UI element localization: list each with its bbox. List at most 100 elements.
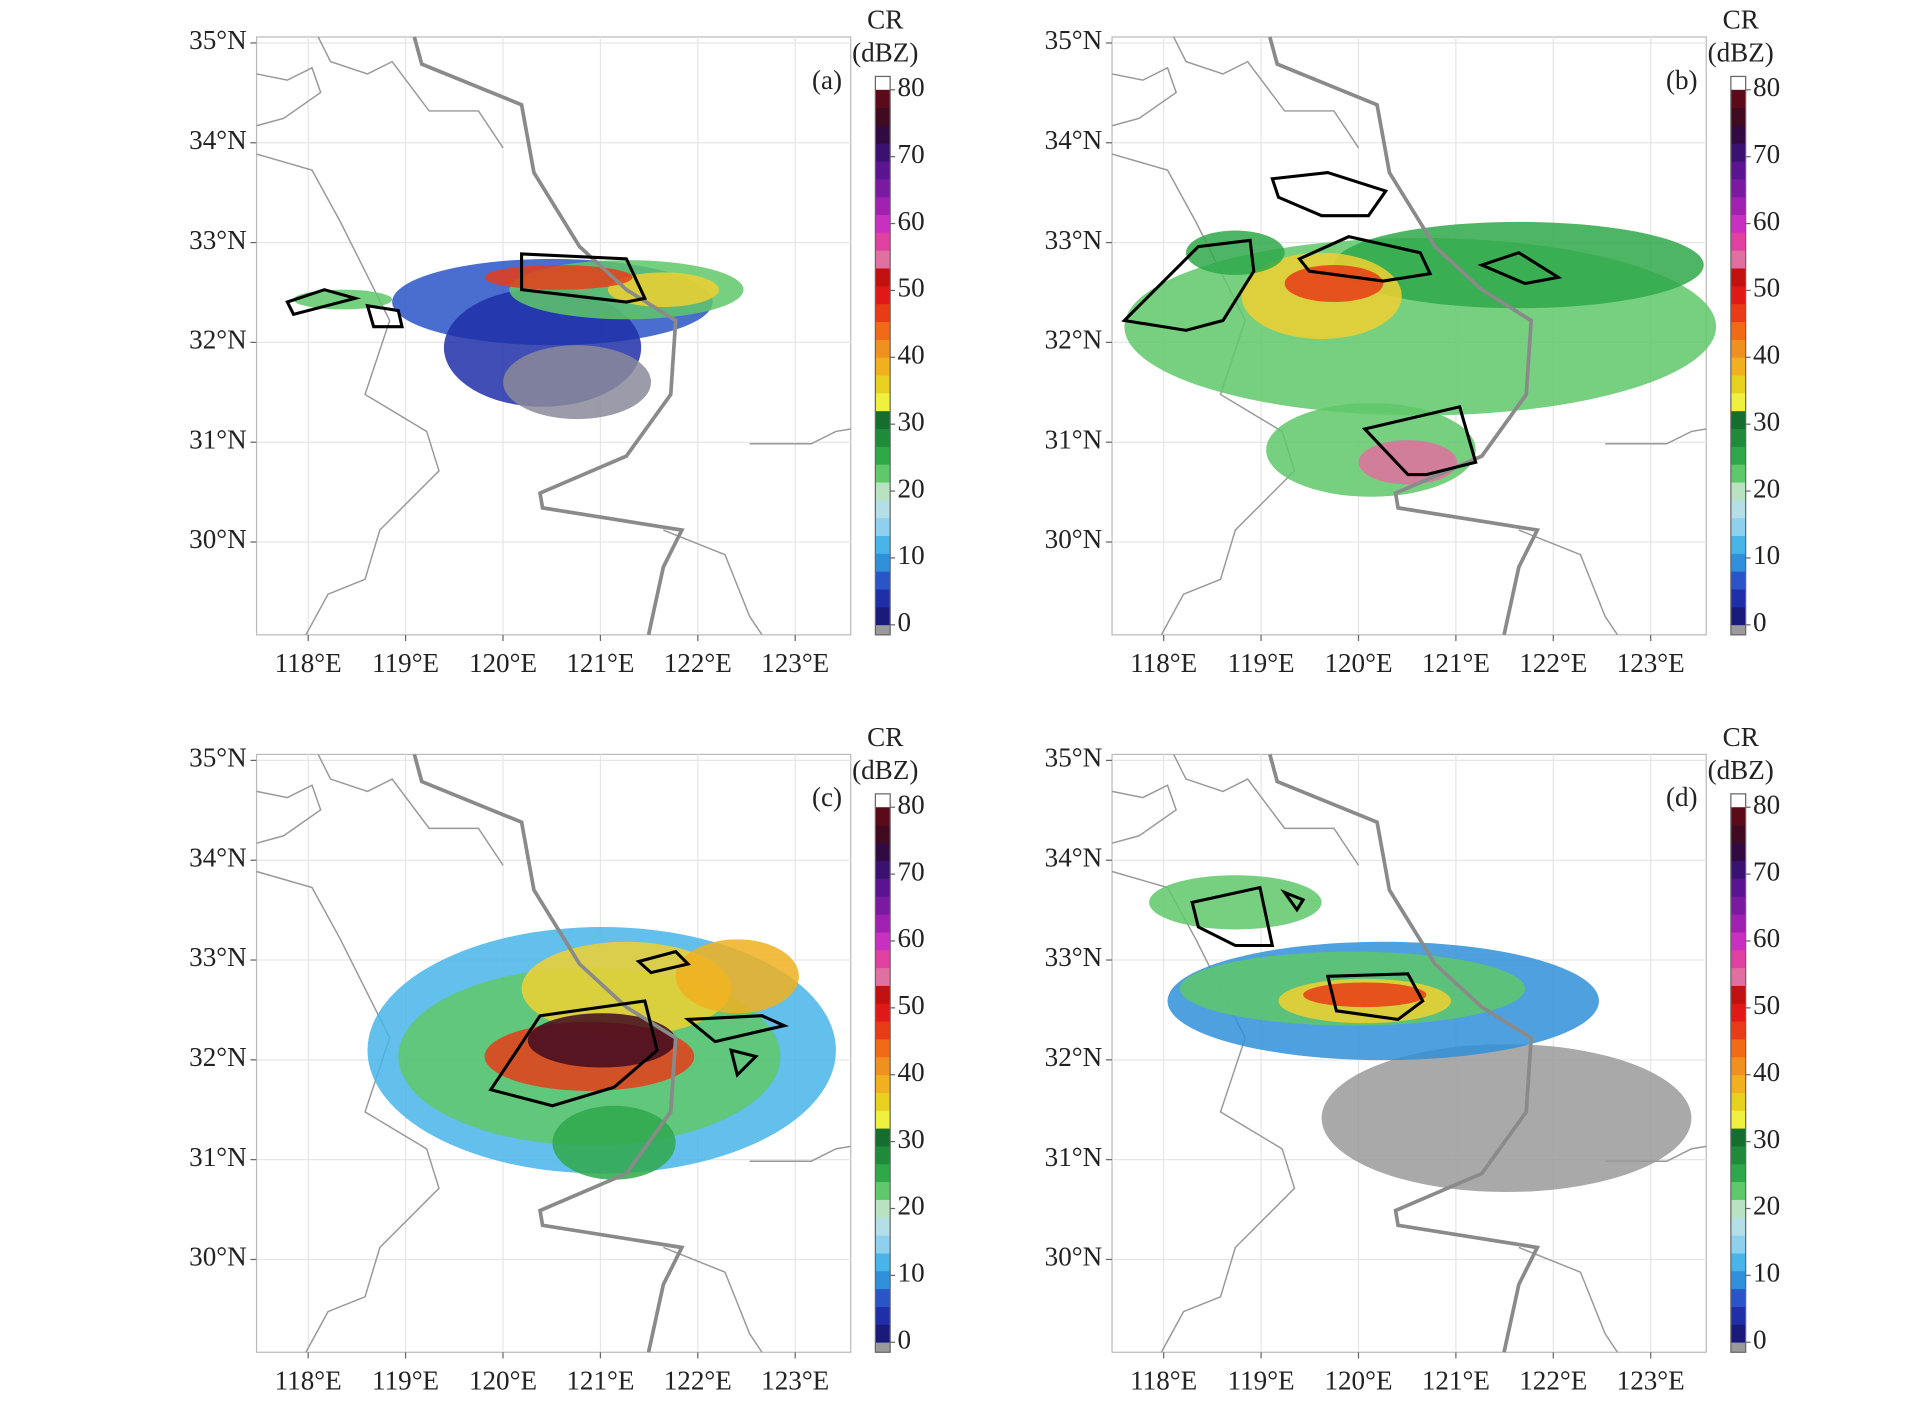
colorbar-segment	[875, 1074, 891, 1093]
colorbar-segment	[1730, 1163, 1746, 1183]
colorbar-tick-label: 40	[1753, 340, 1780, 370]
colorbar-segment	[1730, 143, 1746, 162]
colorbar-segment	[1730, 1235, 1746, 1254]
colorbar-title: CR	[867, 4, 904, 34]
boundary	[256, 66, 322, 127]
lon-tick-label: 120°E	[1324, 1365, 1392, 1395]
colorbar-segment	[1730, 878, 1746, 897]
radar-echo	[527, 1013, 676, 1068]
colorbar-tick-label: 30	[1753, 406, 1780, 436]
colorbar-segment	[875, 1288, 891, 1307]
canal	[412, 36, 685, 636]
colorbar-frame	[874, 75, 891, 636]
colorbar-tick-label: 0	[1753, 1324, 1767, 1354]
colorbar-segment	[1730, 1270, 1746, 1290]
lat-tick-label: 33°N	[1045, 225, 1103, 255]
colorbar-segment	[1730, 107, 1746, 126]
lon-tick-label: 122°E	[664, 1365, 732, 1395]
colorbar-segment	[875, 896, 891, 915]
colorbar-segment	[1730, 535, 1746, 554]
storm-cell	[1477, 251, 1563, 286]
colorbar-segment	[875, 1146, 891, 1165]
colorbar-segment	[875, 985, 891, 1004]
boundary	[663, 1246, 763, 1353]
lat-tick-label: 35°N	[189, 743, 247, 773]
colorbar-segment	[875, 1324, 891, 1343]
lon-tick-label: 122°E	[1519, 1365, 1587, 1395]
colorbar-tick-label: 40	[898, 1057, 925, 1087]
storm-cell	[488, 999, 659, 1108]
boundary	[317, 754, 504, 866]
colorbar-segment	[1730, 1253, 1746, 1272]
lon-tick-label: 120°E	[469, 1365, 537, 1395]
colorbar-segment	[875, 499, 891, 519]
colorbar-segment	[875, 535, 891, 554]
colorbar-below	[1730, 624, 1746, 635]
colorbar-tick-label: 0	[1753, 607, 1767, 637]
colorbar-segment	[1730, 860, 1746, 879]
colorbar-segment	[875, 914, 891, 933]
colorbar-segment	[875, 268, 891, 287]
boundary	[1173, 754, 1360, 866]
storm-cell	[1270, 171, 1389, 218]
colorbar-segment	[1730, 1181, 1746, 1200]
colorbar-segment	[875, 357, 891, 376]
colorbar-segment	[875, 553, 891, 572]
colorbar-segment	[875, 178, 891, 198]
colorbar-below	[1730, 1342, 1746, 1353]
colorbar-segment	[875, 1181, 891, 1200]
storm-cell	[1361, 404, 1478, 477]
colorbar-segment	[1730, 285, 1746, 305]
colorbar-tick-label: 70	[1753, 856, 1780, 886]
storm-cell	[1325, 972, 1425, 1022]
lat-tick-label: 33°N	[1045, 942, 1103, 972]
lon-tick-label: 118°E	[275, 1365, 342, 1395]
colorbar-segment	[1730, 985, 1746, 1004]
storm-cell	[1280, 889, 1306, 913]
colorbar-frame	[1730, 75, 1747, 636]
colorbar-segment	[1730, 1092, 1746, 1111]
colorbar-tick-label: 60	[898, 923, 925, 953]
colorbar-segment	[1730, 606, 1746, 626]
colorbar-segment	[875, 1128, 891, 1147]
colorbar-segment	[1730, 464, 1746, 483]
colorbar-segment	[875, 1163, 891, 1183]
lat-tick-label: 33°N	[189, 225, 247, 255]
lon-tick-label: 123°E	[1617, 648, 1685, 678]
radar-echo	[1333, 221, 1704, 309]
colorbar-tick-label: 80	[1753, 789, 1780, 819]
lon-tick-label: 122°E	[1519, 648, 1587, 678]
colorbar-segment	[875, 446, 891, 465]
colorbar-segment	[875, 1003, 891, 1022]
colorbar-tick-label: 0	[898, 1324, 912, 1354]
colorbar-segment	[875, 517, 891, 537]
lat-tick-label: 30°N	[1045, 1242, 1103, 1272]
colorbar-segment	[1730, 967, 1746, 986]
colorbar-segment	[1730, 232, 1746, 251]
boundary	[1605, 428, 1707, 445]
map-panel: 118°E 119°E 120°E 121°E 122°E 123°E 30°N 31°N 32…	[1045, 722, 1781, 1395]
colorbar-tick-label: 40	[1753, 1057, 1780, 1087]
lon-tick-label: 123°E	[761, 648, 829, 678]
colorbar-tick-label: 70	[898, 856, 925, 886]
colorbar-unit: (dBZ)	[1708, 38, 1774, 68]
colorbar-segment	[875, 250, 891, 269]
lon-tick-label: 121°E	[1422, 1365, 1490, 1395]
colorbar-segment	[1730, 428, 1746, 447]
colorbar-unit: (dBZ)	[1708, 755, 1774, 785]
colorbar-tick-label: 80	[898, 72, 925, 102]
colorbar-tick-label: 10	[898, 540, 925, 570]
radar-echo	[1303, 982, 1427, 1008]
colorbar-segment	[875, 339, 891, 358]
colorbar-segment	[875, 482, 891, 501]
colorbar-segment	[875, 1056, 891, 1076]
boundary	[256, 870, 440, 1353]
colorbar-segment	[1730, 89, 1746, 109]
colorbar-segment	[1730, 896, 1746, 915]
colorbar-segment	[875, 1199, 891, 1218]
lat-tick-label: 31°N	[1045, 424, 1103, 454]
colorbar-segment	[1730, 949, 1746, 969]
boundary	[1518, 1246, 1619, 1353]
colorbar-segment	[875, 1270, 891, 1290]
colorbar-below	[875, 624, 891, 635]
